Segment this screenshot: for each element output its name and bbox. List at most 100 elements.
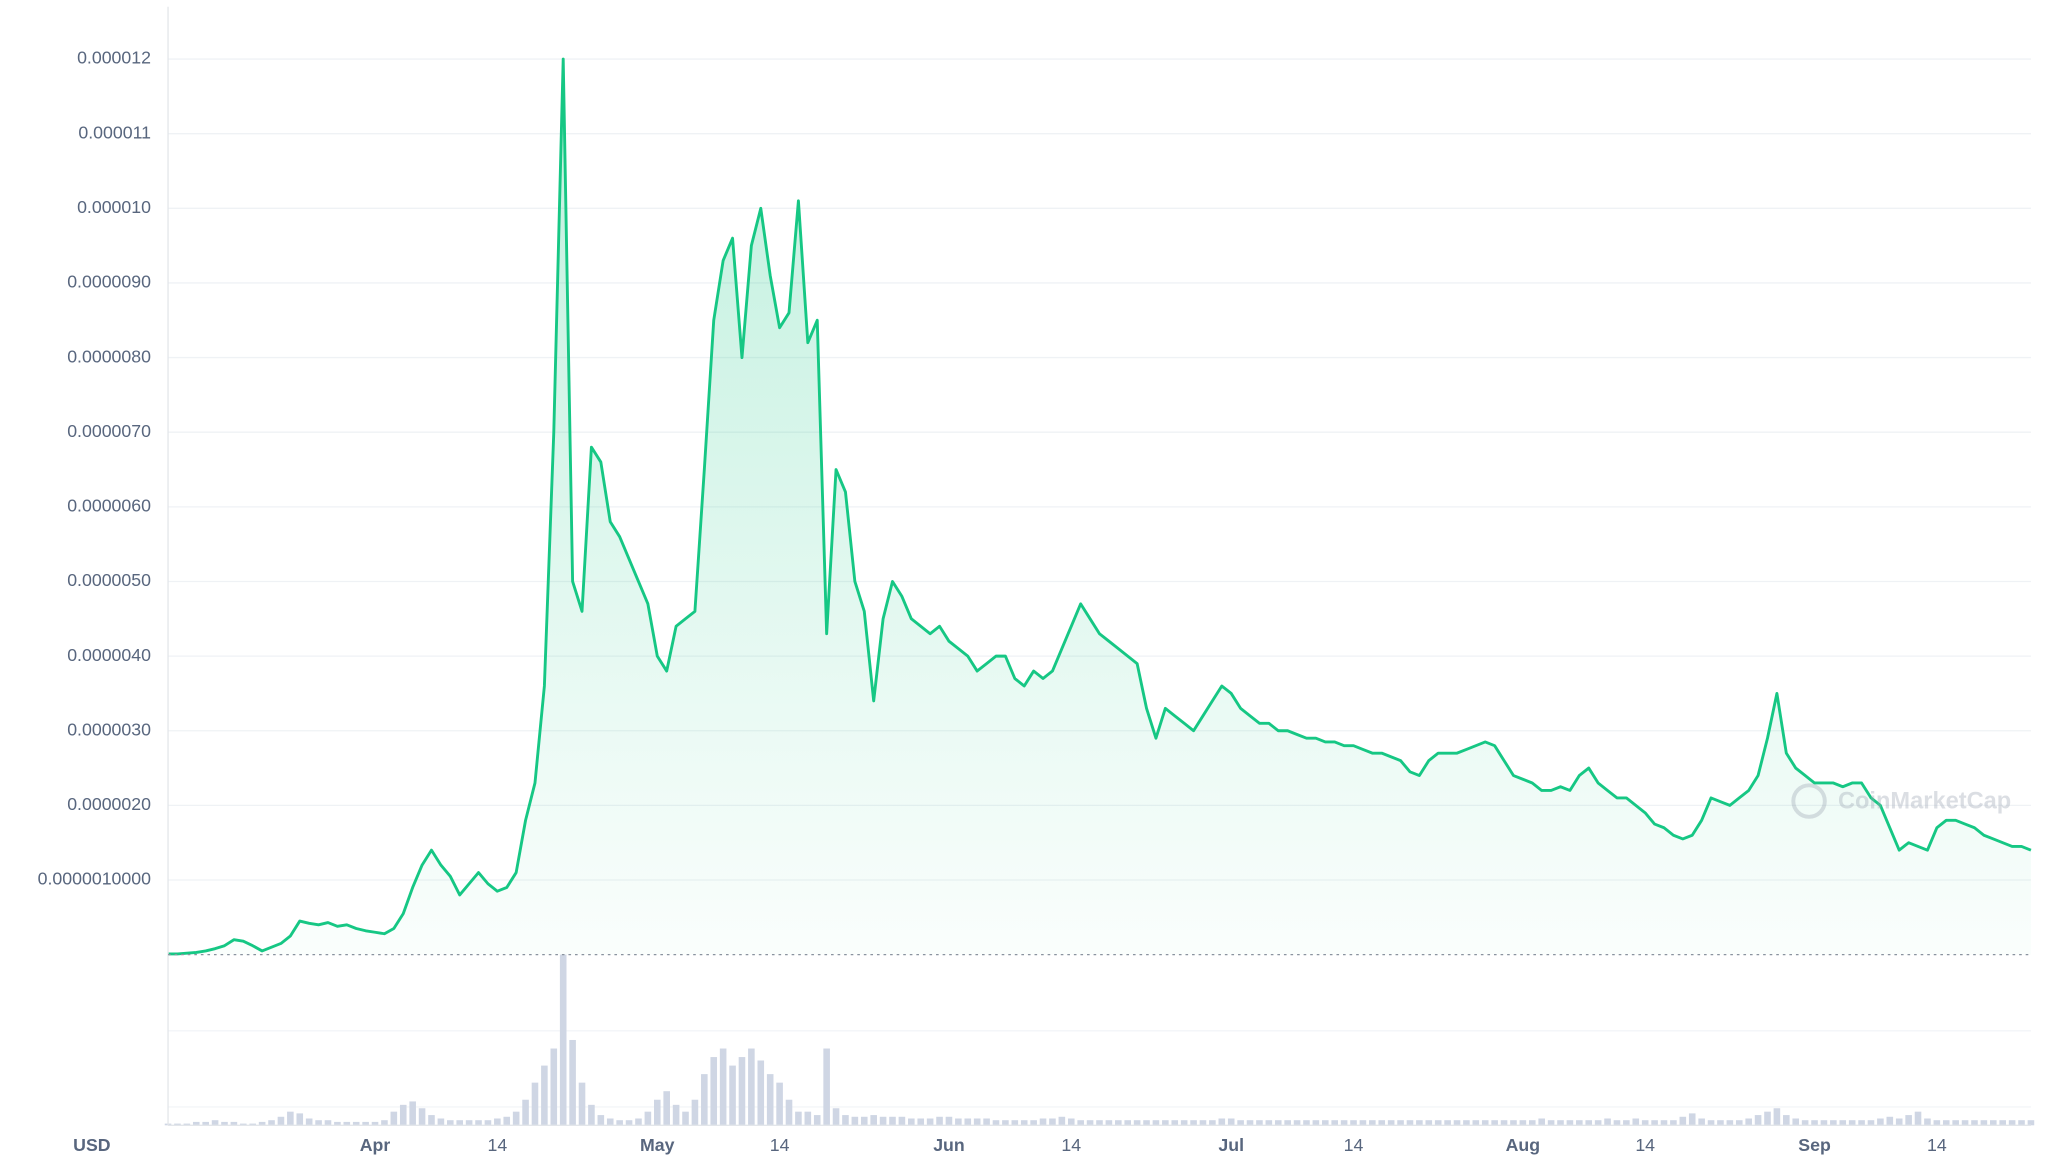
volume-bar: [870, 1115, 877, 1126]
volume-bar: [964, 1118, 972, 1126]
volume-bar: [1077, 1120, 1084, 1126]
volume-bar: [1293, 1120, 1301, 1126]
volume-bar: [296, 1113, 304, 1126]
volume-bar: [1500, 1120, 1508, 1126]
volume-bar: [973, 1118, 981, 1126]
volume-bar: [860, 1116, 868, 1126]
volume-bar: [1980, 1120, 1988, 1126]
x-tick-label: Aug: [1506, 1135, 1540, 1155]
volume-bar: [1049, 1118, 1056, 1126]
volume-bar: [399, 1104, 407, 1126]
price-area: [168, 59, 2031, 955]
y-tick-label: 0.0000090: [67, 272, 151, 292]
volume-bar: [795, 1111, 802, 1126]
volume-bar: [578, 1082, 586, 1126]
y-axis-label: USD: [73, 1135, 111, 1155]
volume-bar: [1002, 1120, 1009, 1126]
volume-bar: [381, 1120, 388, 1126]
volume-bar: [1321, 1120, 1329, 1126]
volume-bar: [1115, 1120, 1122, 1126]
volume-bar: [1096, 1120, 1103, 1126]
volume-bar: [653, 1099, 661, 1126]
volume-bar: [1312, 1120, 1320, 1126]
volume-bar: [418, 1108, 426, 1126]
plot: [168, 57, 2032, 956]
volume-bar: [1914, 1111, 1922, 1126]
volume-bar: [2027, 1120, 2035, 1126]
volume-bar: [1190, 1120, 1197, 1126]
volume-bar: [606, 1118, 614, 1126]
volume-bar: [1397, 1120, 1404, 1126]
volume-bar: [258, 1121, 266, 1126]
volume-bar: [1039, 1118, 1047, 1126]
volume-bar: [1877, 1118, 1884, 1126]
volume-bar: [1256, 1120, 1263, 1126]
volume-bar: [1491, 1120, 1498, 1126]
volume-bar: [1547, 1120, 1555, 1126]
volume-bar: [315, 1120, 322, 1126]
volume-bar: [1086, 1120, 1094, 1126]
volume-bar: [1171, 1120, 1179, 1126]
volume-bar: [1133, 1120, 1141, 1126]
volume-bar: [1284, 1120, 1291, 1126]
volume-bar: [437, 1118, 445, 1126]
volume-bar: [945, 1116, 953, 1126]
watermark-text: CoinMarketCap: [1838, 789, 2011, 815]
volume-bar: [1331, 1120, 1338, 1126]
volume-bar: [1858, 1120, 1865, 1126]
x-tick-label: 14: [1061, 1135, 1081, 1155]
volume-bar: [710, 1057, 718, 1126]
volume-bar: [1416, 1120, 1423, 1126]
volume-bar: [1839, 1120, 1847, 1126]
volume-bar: [1764, 1111, 1771, 1126]
volume-bar: [1387, 1120, 1395, 1126]
volume-bar: [1162, 1120, 1169, 1126]
volume-bar: [1519, 1120, 1527, 1126]
volume-bar: [550, 1048, 558, 1126]
volume-bar: [1152, 1120, 1160, 1126]
volume-bar: [1905, 1115, 1912, 1126]
volume-bar: [1227, 1118, 1235, 1126]
volume-bar: [1745, 1118, 1752, 1126]
volume-bar: [1020, 1120, 1028, 1126]
volume-bar: [249, 1123, 257, 1126]
y-tick-label: 0.0000010000: [38, 869, 151, 889]
volume-bar: [1434, 1120, 1442, 1126]
volume-bar: [334, 1121, 341, 1126]
x-tick-label: 14: [487, 1135, 507, 1155]
volume-bar: [2008, 1120, 2016, 1126]
volume-bar: [390, 1111, 398, 1126]
volume-bar: [1528, 1120, 1536, 1126]
volume-bar: [324, 1120, 332, 1126]
volume-bar: [1105, 1120, 1113, 1126]
volume-bar: [240, 1123, 247, 1126]
volume-bar: [522, 1099, 529, 1126]
volume-bar: [1067, 1118, 1075, 1126]
volume-bar: [1274, 1120, 1282, 1126]
volume-bar: [230, 1121, 238, 1126]
volume-bar: [1604, 1118, 1611, 1126]
volume-bar: [484, 1120, 492, 1126]
volume-bar: [1679, 1116, 1687, 1126]
x-tick-label: May: [640, 1135, 675, 1155]
volume-bar: [503, 1116, 511, 1126]
volume-bar: [1886, 1116, 1894, 1126]
volume-bar: [1143, 1120, 1150, 1126]
volume-bar: [851, 1116, 859, 1126]
volume-bar: [1670, 1120, 1677, 1126]
volume-bar: [541, 1065, 548, 1126]
y-tick-label: 0.000012: [77, 48, 151, 68]
volume-bar: [1971, 1120, 1978, 1126]
volume-bar: [625, 1120, 633, 1126]
volume-bar: [465, 1120, 473, 1126]
volume-bar: [1820, 1120, 1828, 1126]
y-tick-label: 0.0000050: [67, 570, 151, 590]
volume-bar: [1660, 1120, 1668, 1126]
volume-bar: [1623, 1120, 1630, 1126]
volume-bar: [1594, 1120, 1602, 1126]
volume-bar: [352, 1121, 360, 1126]
volume-bar: [475, 1120, 482, 1126]
volume-bar: [1359, 1120, 1367, 1126]
volume-bar: [174, 1123, 181, 1126]
